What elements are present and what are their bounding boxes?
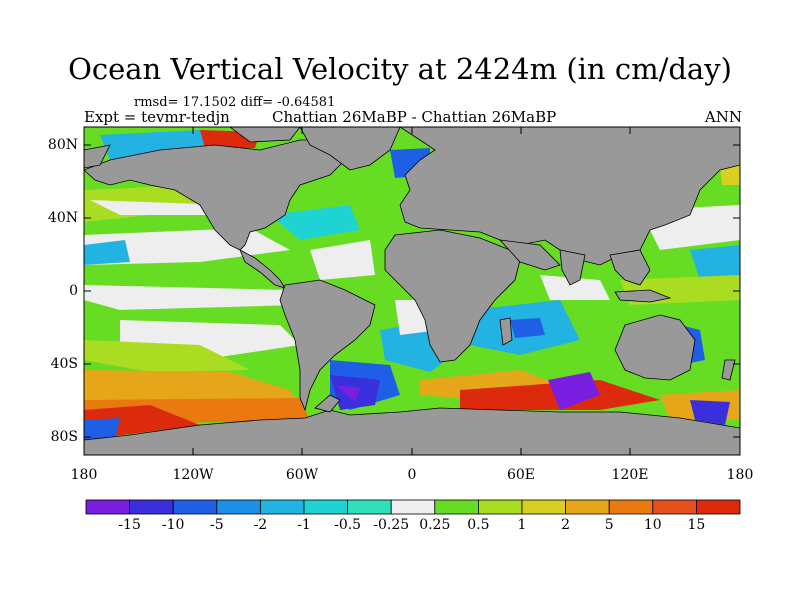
colorbar-label: 5 (604, 517, 614, 533)
colorbar-box (608, 499, 654, 515)
colorbar-label: 0.25 (419, 517, 451, 533)
colorbar-label: 1 (517, 517, 527, 533)
southeast-asia (609, 249, 651, 286)
ross-sea-blue (84, 418, 120, 440)
colorbar-box (216, 499, 261, 515)
colorbar-label: -2 (253, 517, 268, 533)
new-zealand (721, 359, 736, 381)
india (559, 249, 586, 286)
lat-label-40n: 40N (47, 210, 78, 226)
map-title: Ocean Vertical Velocity at 2424m (in cm/… (68, 52, 732, 86)
colorbar-box (565, 499, 610, 515)
lat-label-40s: 40S (50, 356, 78, 372)
colorbar-box (696, 499, 741, 515)
lon-label-0: 0 (407, 467, 417, 483)
arabia (498, 239, 561, 271)
arctic-islands (229, 127, 301, 143)
equatorial-white (84, 285, 300, 310)
colorbar-label: -10 (161, 517, 185, 533)
colorbar-label: 15 (687, 517, 706, 533)
lon-label-60w: 60W (285, 467, 319, 483)
lon-label-180w: 180 (70, 467, 98, 483)
map-area (84, 127, 740, 455)
colorbar-label: -0.25 (373, 517, 410, 533)
pacific-north-yellow (720, 165, 740, 185)
season-label: ANN (704, 108, 742, 126)
africa (384, 229, 521, 363)
antarctica (84, 407, 740, 455)
colorbar-label: 2 (561, 517, 571, 533)
north-america (84, 139, 346, 251)
atlantic-cyan-north (270, 205, 360, 240)
colorbar (85, 499, 741, 515)
lat-label-0: 0 (69, 283, 78, 299)
axis-ticks (84, 127, 740, 455)
lon-label-120e: 120E (611, 467, 649, 483)
colorbar-box (259, 499, 305, 515)
alaska-west (84, 144, 111, 169)
south-pacific-east-navy (690, 400, 730, 425)
colorbar-label: 0.5 (467, 517, 490, 533)
greenland (299, 127, 401, 171)
indian-blue (510, 318, 545, 338)
experiment-label: Expt = tevmr-tedjn (84, 108, 230, 126)
colorbar-box (434, 499, 479, 515)
colorbar-box (477, 499, 523, 515)
south-america (279, 279, 376, 412)
colorbar-box (129, 499, 174, 515)
colorbar-box (390, 499, 436, 515)
colorbar-box (172, 499, 218, 515)
lat-label-80n: 80N (47, 137, 78, 153)
weddell-purple (335, 385, 360, 402)
case-label: Chattian 26MaBP - Chattian 26MaBP (272, 108, 557, 126)
australia (614, 314, 696, 381)
colorbar-box (652, 499, 697, 515)
lon-label-60e: 60E (506, 467, 536, 483)
colorbar-box (85, 499, 130, 515)
land-masses (84, 127, 740, 455)
colorbar-box (347, 499, 392, 515)
indian-white (540, 275, 610, 300)
madagascar (499, 317, 513, 346)
colorbar-box (303, 499, 348, 515)
indonesia (614, 289, 672, 303)
colorbar-box (521, 499, 566, 515)
colorbar-label: 10 (643, 517, 662, 533)
lon-label-180e: 180 (726, 467, 754, 483)
indian-south-orange (420, 370, 560, 400)
south-pacific-lime (84, 340, 250, 372)
pacific-cyan-patch (84, 240, 130, 265)
kerguelen-purple (548, 372, 600, 410)
colorbar-label: -0.5 (334, 517, 362, 533)
antarctic-peninsula (314, 394, 341, 413)
pacific-white-band (90, 200, 235, 215)
lat-label-80s: 80S (50, 429, 78, 445)
lon-label-120w: 120W (172, 467, 214, 483)
eurasia (399, 127, 740, 266)
west-pacific-cyan (690, 245, 740, 280)
colorbar-label: -15 (118, 517, 141, 533)
atlantic-white-grid (310, 240, 375, 280)
colorbar-label: -1 (297, 517, 311, 533)
stats-text: rmsd= 17.1502 diff= -0.64581 (134, 95, 336, 110)
colorbar-label: -5 (209, 517, 224, 533)
